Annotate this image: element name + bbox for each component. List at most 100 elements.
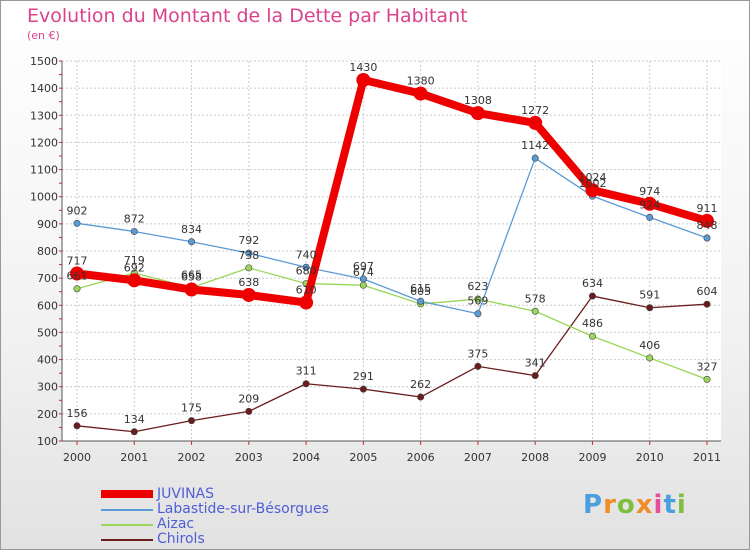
data-label: 924 bbox=[639, 198, 660, 211]
data-label: 175 bbox=[181, 402, 202, 415]
data-point bbox=[703, 234, 711, 242]
legend-item-chirols[interactable]: Chirols bbox=[101, 531, 401, 548]
data-point bbox=[188, 238, 196, 246]
data-point bbox=[73, 422, 81, 430]
data-label: 634 bbox=[582, 277, 603, 290]
x-tick-label: 2005 bbox=[349, 451, 377, 464]
chart-title: Evolution du Montant de la Dette par Hab… bbox=[27, 5, 468, 27]
legend-item-labastide[interactable]: Labastide-sur-Bésorgues bbox=[101, 501, 401, 518]
logo-letter: P bbox=[583, 490, 604, 520]
data-point bbox=[588, 332, 596, 340]
data-point bbox=[73, 219, 81, 227]
logo-letter: i bbox=[653, 490, 664, 520]
data-label: 610 bbox=[296, 284, 317, 297]
x-tick-label: 2002 bbox=[178, 451, 206, 464]
legend-item-juvinas[interactable]: JUVINAS bbox=[101, 486, 401, 503]
data-label: 974 bbox=[639, 185, 660, 198]
data-point bbox=[417, 393, 425, 401]
x-tick-label: 2001 bbox=[120, 451, 148, 464]
y-tick-label: 1300 bbox=[30, 109, 58, 122]
data-point bbox=[299, 295, 314, 310]
data-point bbox=[184, 282, 199, 297]
data-point bbox=[359, 275, 367, 283]
legend-swatch-chirols bbox=[101, 539, 153, 541]
data-point bbox=[245, 264, 253, 272]
data-point bbox=[703, 375, 711, 383]
data-label: 674 bbox=[353, 266, 374, 279]
data-point bbox=[585, 183, 600, 198]
data-label: 680 bbox=[296, 265, 317, 278]
data-point bbox=[359, 385, 367, 393]
data-point bbox=[531, 372, 539, 380]
y-tick-label: 600 bbox=[37, 299, 58, 312]
series-line-labastide-sur-b-sorgues bbox=[76, 157, 708, 315]
data-point bbox=[302, 380, 310, 388]
data-label: 604 bbox=[697, 285, 718, 298]
y-tick-label: 1200 bbox=[30, 136, 58, 149]
data-label: 834 bbox=[181, 223, 202, 236]
data-label: 134 bbox=[124, 413, 145, 426]
data-point bbox=[130, 428, 138, 436]
data-point bbox=[245, 249, 253, 257]
data-point bbox=[188, 417, 196, 425]
data-label: 623 bbox=[467, 280, 488, 293]
data-label: 375 bbox=[467, 347, 488, 360]
y-tick-label: 400 bbox=[37, 354, 58, 367]
data-label: 569 bbox=[467, 295, 488, 308]
legend-label-chirols: Chirols bbox=[157, 531, 205, 547]
legend-label-juvinas: JUVINAS bbox=[157, 486, 215, 502]
legend-item-aizac[interactable]: Aizac bbox=[101, 516, 401, 533]
logo-letter: o bbox=[616, 490, 636, 520]
data-point bbox=[245, 407, 253, 415]
y-tick-label: 100 bbox=[37, 435, 58, 448]
legend-label-aizac: Aizac bbox=[157, 516, 195, 532]
data-point bbox=[642, 196, 657, 211]
x-tick-label: 2006 bbox=[407, 451, 435, 464]
data-label: 291 bbox=[353, 370, 374, 383]
y-tick-label: 500 bbox=[37, 326, 58, 339]
y-tick-label: 1400 bbox=[30, 82, 58, 95]
y-tick-label: 200 bbox=[37, 408, 58, 421]
x-tick-label: 2010 bbox=[636, 451, 664, 464]
x-tick-label: 2004 bbox=[292, 451, 320, 464]
data-label: 578 bbox=[525, 292, 546, 305]
data-point bbox=[700, 213, 714, 228]
data-label: 1430 bbox=[349, 61, 377, 74]
data-point bbox=[302, 263, 310, 271]
data-point bbox=[531, 154, 539, 162]
data-label: 591 bbox=[639, 289, 660, 302]
x-tick-label: 2007 bbox=[464, 451, 492, 464]
data-label: 1002 bbox=[578, 177, 606, 190]
data-point bbox=[356, 73, 371, 87]
data-point bbox=[588, 292, 596, 300]
data-label: 615 bbox=[410, 282, 431, 295]
legend-swatch-juvinas bbox=[101, 490, 153, 498]
data-label: 1308 bbox=[464, 94, 492, 107]
data-label: 697 bbox=[353, 260, 374, 273]
y-tick-label: 700 bbox=[37, 272, 58, 285]
data-label: 327 bbox=[697, 360, 718, 373]
logo-letter: i bbox=[676, 490, 687, 520]
data-label: 792 bbox=[238, 234, 259, 247]
data-label: 665 bbox=[181, 269, 202, 282]
data-label: 658 bbox=[181, 271, 202, 284]
data-label: 638 bbox=[238, 276, 259, 289]
data-point bbox=[470, 106, 485, 121]
data-point bbox=[241, 287, 256, 302]
y-tick-label: 900 bbox=[37, 218, 58, 231]
y-tick-label: 800 bbox=[37, 245, 58, 258]
data-label: 486 bbox=[582, 317, 603, 330]
data-point bbox=[646, 213, 654, 221]
data-label: 262 bbox=[410, 378, 431, 391]
data-label: 156 bbox=[67, 407, 88, 420]
data-point bbox=[531, 307, 539, 315]
y-tick-label: 1100 bbox=[30, 164, 58, 177]
x-tick-label: 2009 bbox=[578, 451, 606, 464]
data-label: 341 bbox=[525, 357, 546, 370]
data-label: 872 bbox=[124, 212, 145, 225]
legend-swatch-aizac bbox=[101, 524, 153, 526]
data-label: 911 bbox=[697, 202, 718, 215]
data-point bbox=[70, 266, 84, 281]
data-point bbox=[413, 86, 428, 101]
